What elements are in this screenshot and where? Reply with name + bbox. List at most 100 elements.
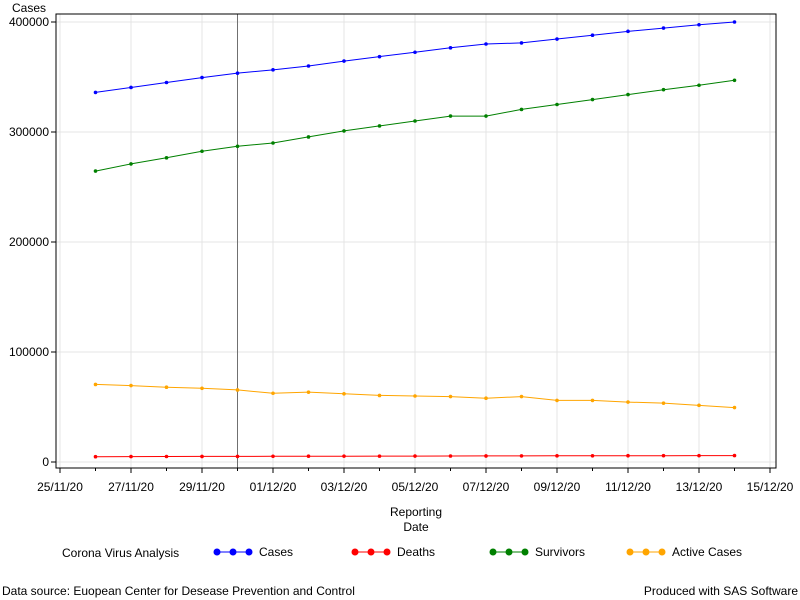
x-tick-label: 05/12/20 (392, 480, 439, 494)
legend-label-survivors: Survivors (535, 545, 585, 559)
data-point-deaths (484, 454, 488, 458)
data-point-active-cases (732, 405, 737, 410)
x-tick-label: 11/12/20 (605, 480, 651, 494)
x-tick-label: 15/12/20 (747, 480, 794, 494)
legend-marker-active-cases (658, 548, 666, 556)
x-axis-title-line2: Date (403, 520, 429, 534)
x-tick-label: 25/11/20 (37, 480, 83, 494)
data-point-cases (484, 42, 488, 46)
x-tick-label: 27/11/20 (108, 480, 154, 494)
data-point-cases (519, 41, 524, 45)
data-point-deaths (697, 453, 701, 458)
x-axis: 25/11/20 27/11/20 29/11/20 01/12/20 03/12/20… (37, 468, 794, 494)
data-point-active-cases (164, 385, 169, 390)
data-point-deaths (129, 454, 133, 459)
data-point-deaths (732, 453, 737, 458)
legend-marker-survivors (521, 548, 529, 556)
data-point-active-cases (129, 383, 133, 388)
legend-marker-deaths (383, 548, 391, 556)
legend-marker-cases (229, 548, 237, 556)
data-point-active-cases (200, 386, 204, 391)
legend-marker-survivors (489, 548, 497, 556)
data-point-survivors (306, 135, 311, 139)
data-point-active-cases (235, 388, 240, 392)
plot-frame (55, 13, 777, 469)
data-point-deaths (235, 454, 240, 459)
legend-label-deaths: Deaths (397, 545, 435, 559)
data-point-active-cases (306, 390, 311, 394)
data-point-cases (626, 29, 630, 34)
data-point-survivors (93, 169, 98, 173)
x-tick-label: 03/12/20 (321, 480, 368, 494)
data-point-deaths (164, 454, 169, 459)
data-point-survivors (732, 78, 737, 83)
data-point-active-cases (626, 400, 630, 404)
series-layer (93, 20, 737, 459)
y-tick-label: 100000 (9, 345, 49, 359)
legend-marker-active-cases (626, 548, 634, 556)
data-point-cases (661, 26, 666, 30)
data-point-survivors (129, 162, 133, 166)
data-point-cases (555, 37, 559, 41)
data-point-survivors (164, 156, 169, 160)
data-point-active-cases (271, 391, 275, 396)
data-point-survivors (661, 87, 666, 92)
data-point-cases (200, 75, 204, 80)
data-point-survivors (697, 83, 701, 88)
data-point-survivors (342, 129, 346, 133)
data-point-active-cases (342, 392, 346, 396)
data-point-survivors (519, 107, 524, 112)
data-point-active-cases (484, 396, 488, 401)
data-point-cases (448, 46, 453, 50)
data-point-active-cases (377, 393, 382, 398)
x-tick-label: 29/11/20 (179, 480, 225, 494)
legend-marker-active-cases (642, 548, 650, 556)
y-tick-label: 300000 (9, 125, 49, 139)
legend-marker-cases (213, 548, 221, 556)
data-point-active-cases (413, 394, 417, 398)
data-point-deaths (377, 454, 382, 458)
software-credit: Produced with SAS Software (643, 584, 798, 598)
data-point-cases (413, 50, 417, 55)
data-point-survivors (413, 119, 417, 123)
data-point-deaths (306, 454, 311, 459)
data-point-survivors (555, 102, 559, 107)
legend-marker-cases (245, 548, 253, 556)
data-source-note: Data source: Euopean Center for Desease … (2, 584, 355, 598)
x-tick-label: 07/12/20 (463, 480, 510, 494)
y-axis-title: Cases (12, 1, 46, 15)
data-point-active-cases (93, 382, 98, 387)
data-point-deaths (448, 454, 453, 458)
legend: Cases Deaths Survivors Active Cases (213, 545, 742, 559)
data-point-survivors (448, 114, 453, 118)
legend-label-active-cases: Active Cases (672, 545, 742, 559)
data-point-active-cases (555, 398, 559, 403)
data-point-deaths (661, 453, 666, 458)
x-tick-label: 01/12/20 (250, 480, 297, 494)
data-point-cases (342, 59, 346, 63)
data-point-survivors (377, 124, 382, 128)
grid-lines (56, 14, 776, 468)
data-point-deaths (200, 454, 204, 459)
data-point-cases (306, 64, 311, 68)
data-point-survivors (590, 97, 595, 102)
data-point-active-cases (590, 398, 595, 403)
data-point-survivors (484, 114, 488, 118)
x-tick-label: 09/12/20 (534, 480, 581, 494)
data-point-cases (129, 85, 133, 90)
data-point-deaths (271, 454, 275, 459)
x-axis-title-line1: Reporting (390, 505, 442, 519)
data-point-cases (732, 20, 737, 24)
data-point-deaths (519, 454, 524, 458)
legend-marker-deaths (351, 548, 359, 556)
data-point-cases (164, 80, 169, 85)
data-point-survivors (626, 92, 630, 97)
legend-title: Corona Virus Analysis (62, 546, 179, 560)
data-point-deaths (555, 454, 559, 458)
y-axis: 0 100000 200000 300000 400000 (9, 15, 56, 469)
data-point-cases (377, 54, 382, 59)
data-point-survivors (271, 141, 275, 145)
data-point-active-cases (661, 401, 666, 405)
data-point-active-cases (697, 403, 701, 408)
